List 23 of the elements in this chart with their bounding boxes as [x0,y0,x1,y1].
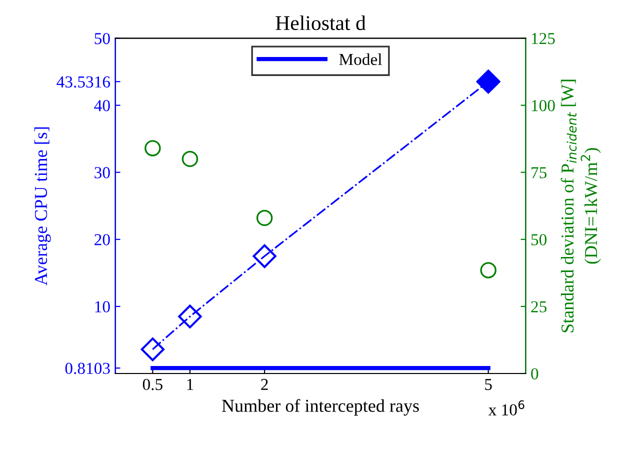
y-tick-label: 20 [94,234,110,246]
y2-tick-label: 100 [532,100,555,112]
y-tick-label: 0.8103 [65,362,110,374]
legend-label: Model [339,53,382,66]
chart-title: Heliostat d [276,15,366,30]
x-tick-label: 1 [187,378,194,390]
y-tick-label: 50 [94,32,110,44]
y-axis-title: Average CPU time [s] [34,127,51,286]
y2-tick-label: 50 [531,234,547,246]
y2-tick-label: 25 [531,301,546,312]
y-tick-label: 43.5316 [56,76,110,88]
y2-tick-label: 75 [532,167,546,178]
y-tick-label: 10 [95,301,110,312]
text: x 10$^{6}$ [488,400,524,416]
x-tick-label: 0.5 [142,378,162,390]
x-tick-label: 2 [261,378,268,390]
y2-tick-label: 125 [532,32,555,44]
y-tick-label: 40 [94,100,110,112]
text: Standard deviation of P$_{incident}$ [W] (DNI=1kW/m$^{2}$) [560,80,601,332]
y2-tick-label: 0 [531,368,538,380]
y-tick-label: 30 [94,167,110,178]
x-axis-title: Number of intercepted rays [222,399,419,416]
x-tick-label: 5 [485,379,492,390]
